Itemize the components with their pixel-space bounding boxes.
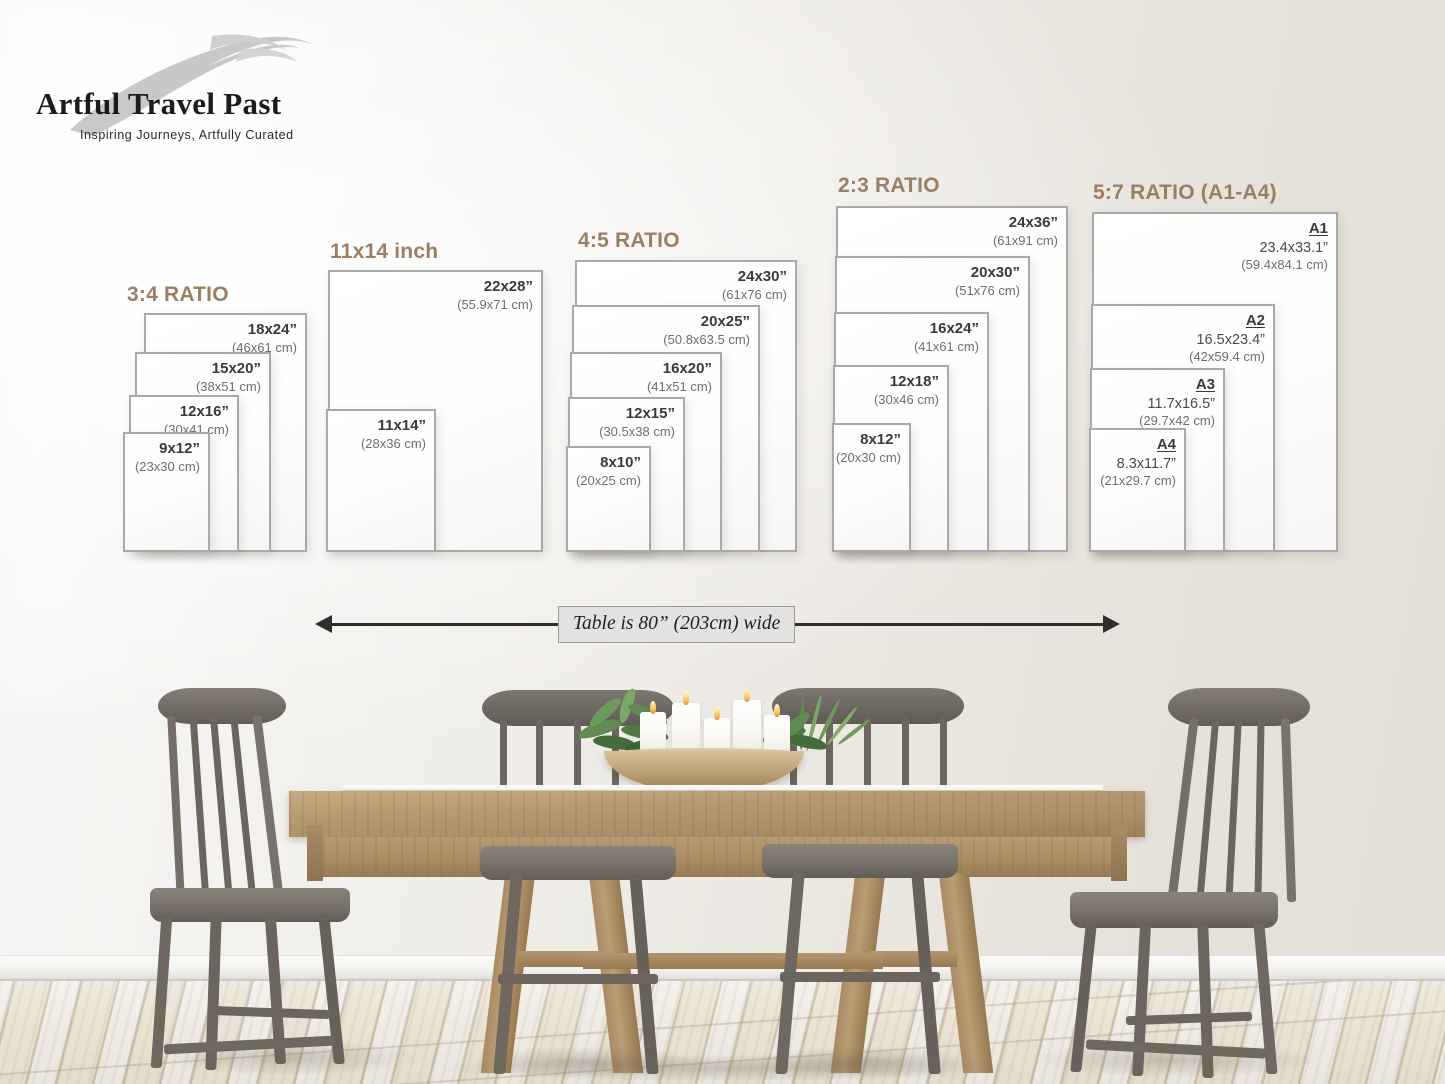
chair-shadow (1030, 1042, 1320, 1078)
frame-label: 12x18” (30x46 cm) (873, 373, 939, 407)
candle-icon (733, 700, 761, 756)
spindle-chair-icon (1030, 688, 1320, 1080)
brand-logo: Artful Travel Past Inspiring Journeys, A… (36, 30, 366, 142)
frame-label: 20x30” (51x76 cm) (954, 264, 1020, 298)
brand-tagline: Inspiring Journeys, Artfully Curated (80, 128, 294, 142)
dining-table-icon (283, 763, 1151, 1080)
frame-9x12[interactable]: 9x12” (23x30 cm) (123, 432, 210, 552)
candle-flame-icon (744, 689, 750, 702)
frame-label: A4 8.3x11.7” (21x29.7 cm) (1100, 436, 1176, 489)
frame-8x10[interactable]: 8x10” (20x25 cm) (566, 446, 651, 552)
brand-name: Artful Travel Past (36, 86, 282, 121)
frame-label: A2 16.5x23.4” (42x59.4 cm) (1189, 312, 1265, 365)
frame-label: 11x14” (28x36 cm) (360, 417, 426, 451)
frame-label: 15x20” (38x51 cm) (195, 360, 261, 394)
frame-label: A1 23.4x33.1” (59.4x84.1 cm) (1241, 220, 1328, 273)
frame-label: 8x10” (20x25 cm) (575, 454, 641, 488)
frame-label: 22x28” (55.9x71 cm) (457, 278, 533, 312)
frame-label: 12x15” (30.5x38 cm) (599, 405, 675, 439)
table-stretcher (869, 951, 957, 967)
group-title: 11x14 inch (330, 240, 439, 263)
chair-shadow (470, 1046, 700, 1078)
table-shadow (430, 1054, 1030, 1082)
table-skirt (307, 825, 323, 881)
candle-flame-icon (683, 692, 689, 705)
frame-label: 18x24” (46x61 cm) (231, 321, 297, 355)
candle-flame-icon (650, 701, 656, 714)
frame-label: 16x20” (41x51 cm) (646, 360, 712, 394)
table-width-dimension: Table is 80” (203cm) wide (315, 606, 1120, 643)
chair-shadow (750, 1046, 980, 1078)
table-apron (323, 837, 1111, 877)
frame-label: 16x24” (41x61 cm) (913, 320, 979, 354)
candle-flame-icon (774, 704, 780, 717)
frame-label: 9x12” (23x30 cm) (134, 440, 200, 474)
spindle-chair-icon (480, 846, 680, 1080)
group-title: 4:5 RATIO (578, 229, 680, 252)
frame-8x12[interactable]: 8x12” (20x30 cm) (832, 423, 911, 552)
spindle-chair-icon (762, 844, 962, 1080)
table-stretcher (583, 953, 883, 969)
arrow-left-icon (315, 615, 332, 633)
group-title: 3:4 RATIO (127, 283, 229, 306)
spindle-chair-icon (150, 688, 380, 1080)
candle-icon (672, 703, 700, 755)
brush-stroke-icon (70, 34, 312, 136)
table-skirt (1111, 825, 1127, 881)
candle-flame-icon (714, 707, 720, 720)
frame-label: 20x25” (50.8x63.5 cm) (663, 313, 750, 347)
group-title: 5:7 RATIO (A1-A4) (1093, 181, 1277, 204)
frame-label: 8x12” (20x30 cm) (835, 431, 901, 465)
table-width-label: Table is 80” (203cm) wide (558, 606, 796, 643)
frame-11x14[interactable]: 11x14” (28x36 cm) (326, 409, 436, 552)
frame-label: A3 11.7x16.5” (29.7x42 cm) (1139, 376, 1215, 429)
chair-shadow (160, 1040, 420, 1076)
arrow-right-icon (1103, 615, 1120, 633)
frame-a4[interactable]: A4 8.3x11.7” (21x29.7 cm) (1089, 428, 1186, 552)
table-top (289, 791, 1145, 837)
frame-label: 24x36” (61x91 cm) (992, 214, 1058, 248)
group-title: 2:3 RATIO (838, 174, 940, 197)
frame-label: 24x30” (61x76 cm) (721, 268, 787, 302)
